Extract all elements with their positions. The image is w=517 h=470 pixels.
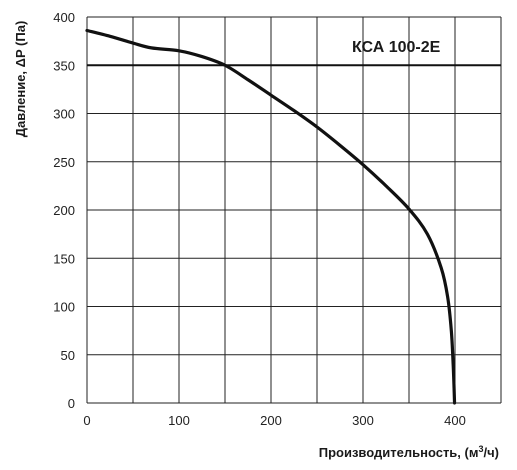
model-label: КСА 100-2Е [352, 39, 441, 56]
y-tick-label: 100 [53, 300, 75, 315]
y-tick-label: 350 [53, 58, 75, 73]
grid [86, 16, 502, 404]
y-tick-label: 150 [53, 251, 75, 266]
x-tick-label: 200 [260, 413, 282, 428]
y-tick-label: 250 [53, 155, 75, 170]
y-axis-title: Давление, ΔP (Па) [13, 21, 28, 138]
x-tick-labels: 0 100 200 300 400 [83, 413, 465, 428]
x-axis-title-end: /ч) [484, 445, 500, 460]
x-tick-label: 100 [168, 413, 190, 428]
x-axis-title-sup: 3 [478, 444, 483, 454]
x-tick-label: 300 [352, 413, 374, 428]
series-line [85, 28, 457, 405]
x-axis-title: Производительность, (м3/ч) [319, 444, 499, 460]
y-tick-label: 50 [61, 348, 75, 363]
y-tick-label: 400 [53, 10, 75, 25]
y-tick-label: 300 [53, 107, 75, 122]
y-tick-labels: 0 50 100 150 200 250 300 350 400 [53, 10, 75, 411]
y-tick-label: 0 [68, 396, 75, 411]
y-tick-label: 200 [53, 203, 75, 218]
x-tick-label: 400 [444, 413, 466, 428]
x-axis-title-main: Производительность, (м [319, 445, 479, 460]
x-tick-label: 0 [83, 413, 90, 428]
